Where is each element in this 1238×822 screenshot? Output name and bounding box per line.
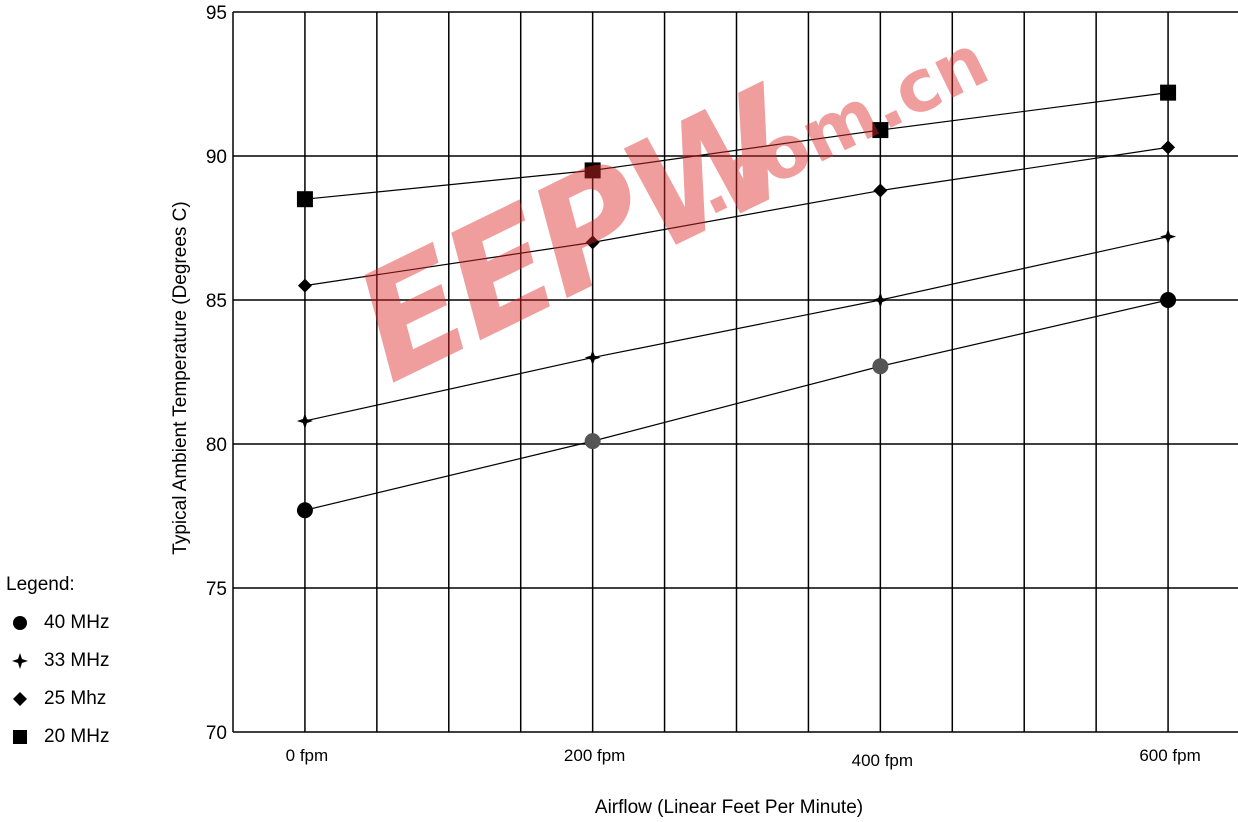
- data-point: [873, 183, 888, 198]
- series-line: [304, 299, 1169, 511]
- x-tick-label: 600 fpm: [1139, 746, 1200, 765]
- data-point: [585, 235, 600, 250]
- y-tick-label: 90: [206, 147, 227, 168]
- data-point: [1160, 292, 1177, 308]
- y-tick-label: 75: [206, 579, 227, 600]
- y-tick-label: 85: [206, 291, 227, 312]
- series-lines: [304, 92, 1169, 511]
- data-point: [1161, 140, 1176, 155]
- legend-item-20mhz: 20 MHz: [6, 718, 109, 756]
- series-line: [304, 92, 1169, 200]
- data-point: [584, 433, 601, 450]
- markers: [296, 84, 1177, 519]
- data-point: [872, 122, 889, 139]
- data-point: [1160, 228, 1177, 245]
- legend-title: Legend:: [6, 574, 75, 595]
- x-tick-label: 400 fpm: [852, 751, 913, 770]
- y-tick-label: 70: [206, 723, 227, 744]
- data-point: [584, 162, 601, 179]
- legend-item-33mhz: 33 MHz: [6, 642, 109, 680]
- legend-label: 25 Mhz: [44, 688, 107, 709]
- filled-circle-icon: [6, 615, 34, 631]
- data-point: [872, 358, 889, 375]
- y-tick-label: 80: [206, 435, 227, 456]
- legend-item-40mhz: 40 MHz: [6, 604, 109, 642]
- legend: Legend: 40 MHz 33 MHz 25 Mhz 20 MHz: [6, 566, 109, 756]
- data-point: [872, 292, 889, 308]
- data-point: [1160, 84, 1177, 101]
- series-line: [304, 146, 1169, 287]
- data-point: [584, 349, 601, 366]
- legend-label: 33 MHz: [44, 650, 110, 671]
- series-line: [304, 236, 1169, 422]
- x-axis-label: Airflow (Linear Feet Per Minute): [595, 797, 863, 818]
- data-point: [296, 191, 313, 208]
- grid: [232, 11, 1238, 733]
- ticks: 70 75 80 85 90 95 0 fpm 200 fpm 400 fpm 600 fpm: [206, 3, 1201, 770]
- star-icon: [6, 652, 34, 670]
- x-tick-label: 200 fpm: [564, 746, 625, 765]
- y-tick-label: 95: [206, 3, 227, 24]
- y-axis-label: Typical Ambient Temperature (Degrees C): [170, 201, 191, 554]
- filled-diamond-icon: [6, 691, 34, 707]
- filled-square-icon: [6, 729, 34, 745]
- x-tick-label: 0 fpm: [286, 746, 329, 765]
- data-point: [297, 278, 312, 293]
- data-point: [296, 502, 313, 519]
- legend-label: 20 MHz: [44, 726, 110, 747]
- data-point: [296, 412, 313, 429]
- legend-item-25mhz: 25 Mhz: [6, 680, 109, 718]
- legend-label: 40 MHz: [44, 612, 110, 633]
